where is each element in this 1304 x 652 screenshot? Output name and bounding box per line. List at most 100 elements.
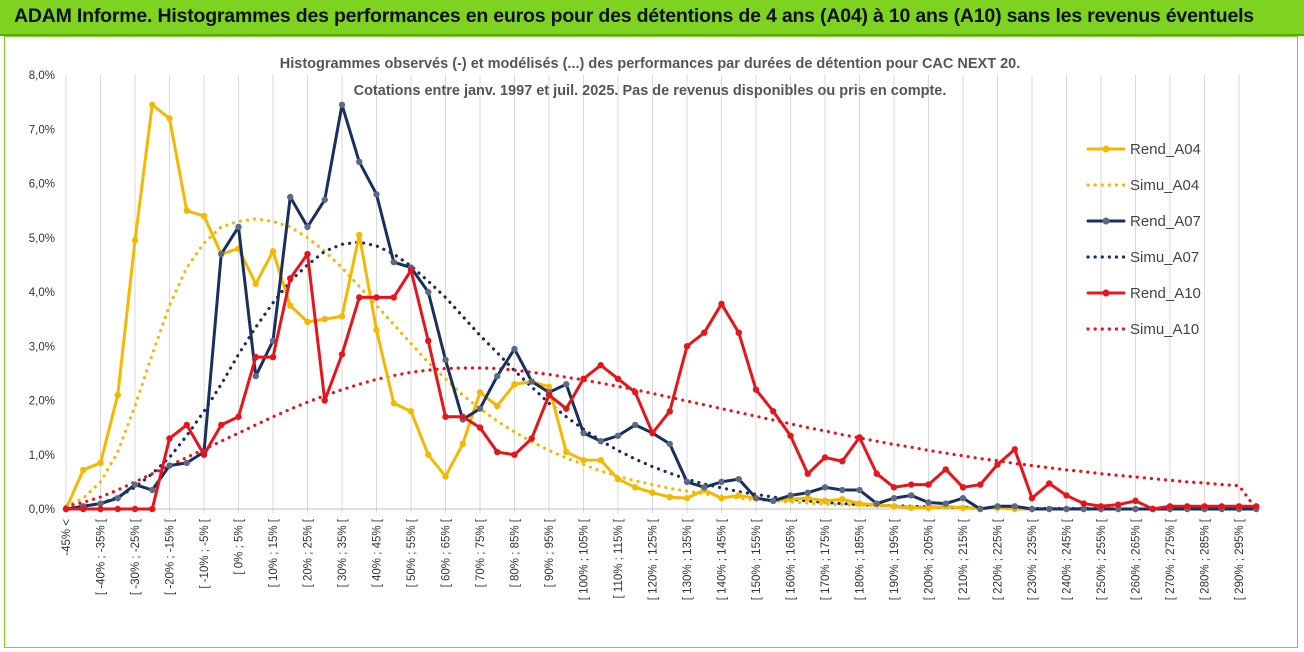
data-point [218,421,225,429]
x-tick-label: [ -20% ; -15% [ [165,518,177,595]
x-tick-label: [ 20% ; 25% [ [303,518,315,587]
data-point [373,191,380,198]
x-tick-label: [ 10% ; 15% [ [268,518,280,587]
data-point [994,461,1001,468]
data-point [890,503,898,510]
data-point [580,456,587,464]
data-point [1115,501,1122,508]
data-point [718,300,725,308]
data-point [407,408,415,415]
data-point [287,193,294,201]
x-tick-label: [ 100% ; 105% [ [579,518,591,600]
data-point [873,500,880,507]
legend-label: Simu_A04 [1130,177,1199,194]
data-point [356,231,363,239]
data-point [614,475,622,483]
data-point [890,484,898,491]
data-point [787,492,794,499]
data-point [856,500,863,507]
data-point [80,466,87,474]
data-point [476,405,484,412]
data-point [442,356,449,364]
data-point [804,494,811,502]
data-point [1201,503,1208,510]
data-point [1011,503,1018,510]
x-tick-label: [ 60% ; 65% [ [441,518,453,587]
data-point [632,484,639,491]
data-point [666,493,673,501]
data-point [752,494,760,502]
page-title: ADAM Informe. Histogrammes des performan… [14,5,1254,27]
data-point [425,451,432,458]
x-tick-label: [ -10% ; -5% [ [199,518,211,588]
data-point [373,294,380,301]
data-point [1046,505,1053,513]
data-point [735,329,742,336]
data-point [511,451,518,458]
x-tick-label: [ 270% ; 275% [ [1165,518,1177,600]
data-point [1011,446,1018,453]
vertical-grid [65,75,1240,513]
data-point [925,504,932,512]
data-point [459,413,466,420]
data-point [511,345,518,353]
x-tick-label: [ 210% ; 215% [ [958,518,970,600]
data-point [839,486,846,494]
data-point [235,223,242,231]
data-point [97,500,104,507]
x-tick-label: [ 260% ; 265% [ [1131,518,1143,600]
data-point [839,458,846,465]
data-point [563,405,570,412]
y-tick-label: 3,0% [29,341,55,353]
chart-subtitle: Cotations entre janv. 1997 et juil. 2025… [354,83,947,99]
data-point [908,504,915,512]
data-point [494,448,501,456]
data-point [701,484,708,491]
data-point [1080,500,1087,507]
data-point [97,459,104,467]
data-point [97,505,104,513]
x-tick-label: [ 80% ; 85% [ [510,518,522,587]
data-point [131,481,139,488]
data-point [942,466,949,473]
legend-label: Simu_A10 [1130,321,1199,338]
data-point [683,494,691,502]
data-point [131,505,139,513]
data-point [442,413,449,420]
data-point [804,470,811,477]
data-point [597,362,604,369]
series-line-rend-a04 [64,103,1258,511]
data-point [166,115,173,122]
data-point [287,302,294,309]
data-point [1235,503,1243,510]
data-point [787,432,794,439]
legend-label: Rend_A07 [1130,213,1201,230]
data-point [1028,494,1036,502]
data-point [338,313,346,320]
data-point [856,486,863,494]
data-point [994,503,1001,510]
data-point [1063,505,1070,513]
x-tick-label: [ 50% ; 55% [ [406,518,418,587]
data-point [1253,503,1260,510]
data-point [614,375,622,382]
chart-title-group: Histogrammes observés (-) et modélisés (… [280,56,1021,99]
data-point [149,486,156,494]
data-point [580,429,587,437]
data-point [200,451,208,458]
x-tick-label: [ 140% ; 145% [ [717,518,729,600]
y-tick-label: 6,0% [29,179,55,191]
x-tick-label: [ 160% ; 165% [ [786,518,798,600]
x-tick-label: [ 70% ; 75% [ [475,518,487,587]
data-point [718,494,725,502]
data-point [114,505,121,513]
data-point [580,375,587,382]
series-line-simu-a10 [64,366,1258,511]
data-point [183,421,190,429]
data-point [649,489,656,496]
data-point [528,378,535,385]
data-point [614,432,622,439]
data-point [735,492,742,499]
data-point [304,250,311,258]
data-point [304,318,311,326]
